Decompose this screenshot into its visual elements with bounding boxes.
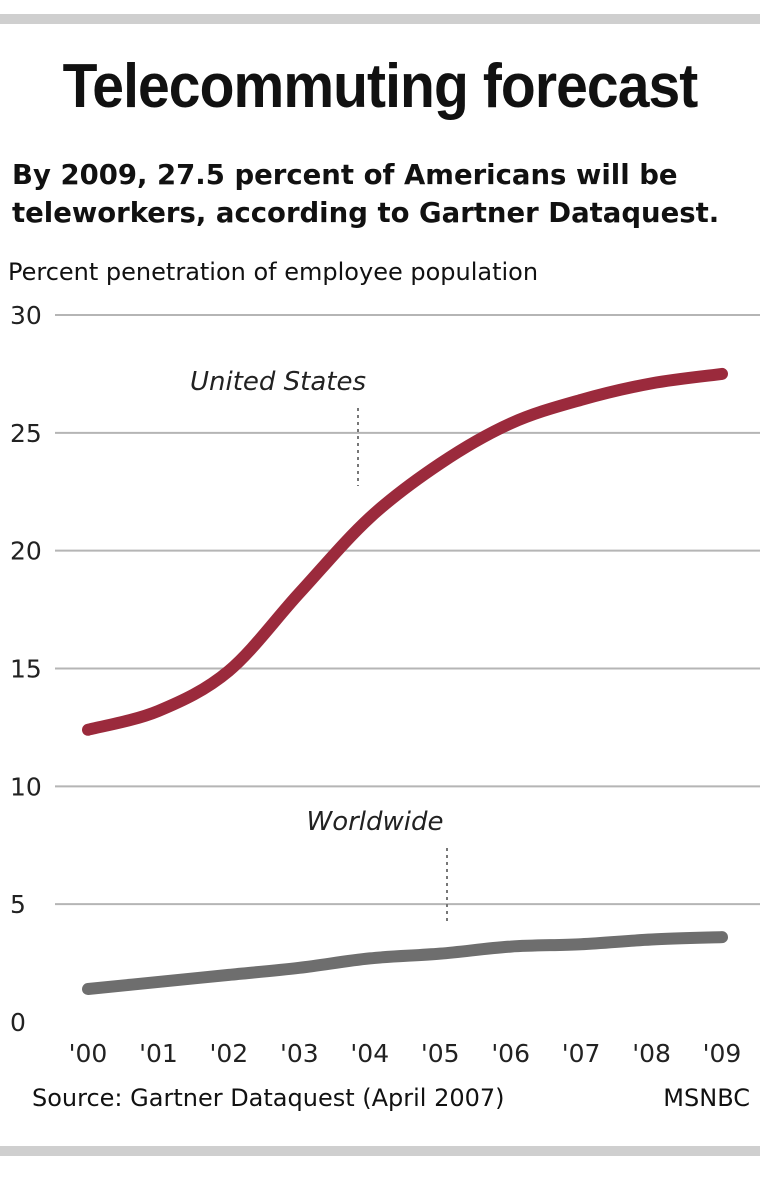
y-tick-label-30: 30 <box>10 301 42 330</box>
source-note: Source: Gartner Dataquest (April 2007) <box>32 1084 505 1112</box>
series-line-united-states <box>82 367 728 736</box>
series-labels: United States Worldwide <box>190 367 444 837</box>
y-tick-label-0: 0 <box>10 1008 26 1037</box>
y-tick-label-10: 10 <box>10 772 42 801</box>
x-tick-label: '00 <box>69 1039 108 1068</box>
x-tick-label: '09 <box>703 1039 742 1068</box>
bottom-rule <box>0 1146 760 1156</box>
x-tick-label: '07 <box>562 1039 601 1068</box>
x-tick-labels: '00 '01 '02 '03 '04 '05 '06 '07 '08 '09 <box>69 1039 742 1068</box>
credit-note: MSNBC <box>663 1084 750 1112</box>
series-label-leaders <box>357 408 448 922</box>
line-chart: 0 5 10 15 20 25 30 '00 '01 '02 '03 '04 '05 '06 '07 '08… <box>10 301 760 1068</box>
x-tick-label: '06 <box>491 1039 530 1068</box>
series-lines <box>82 367 728 996</box>
subtitle-line-1: By 2009, 27.5 percent of Americans will … <box>12 159 678 191</box>
x-tick-label: '02 <box>210 1039 249 1068</box>
x-tick-label: '03 <box>280 1039 319 1068</box>
y-tick-label-20: 20 <box>10 537 42 566</box>
chart-subtitle: By 2009, 27.5 percent of Americans will … <box>12 156 760 232</box>
subtitle-line-2: teleworkers, according to Gartner Dataqu… <box>12 197 720 229</box>
y-tick-label-25: 25 <box>10 419 42 448</box>
series-label-worldwide: Worldwide <box>306 807 443 837</box>
x-tick-label: '05 <box>421 1039 460 1068</box>
y-tick-labels: 0 5 10 15 20 25 30 <box>10 301 42 1037</box>
x-tick-label: '08 <box>632 1039 671 1068</box>
series-label-united-states: United States <box>190 367 366 397</box>
y-tick-label-15: 15 <box>10 655 42 684</box>
top-rule <box>0 14 760 24</box>
chart-title: Telecommuting forecast <box>62 52 699 121</box>
series-line-worldwide <box>82 931 728 996</box>
y-tick-label-5: 5 <box>10 890 26 919</box>
y-axis-label: Percent penetration of employee populati… <box>8 258 539 286</box>
gridlines <box>55 314 760 906</box>
x-tick-label: '04 <box>350 1039 389 1068</box>
x-tick-label: '01 <box>139 1039 178 1068</box>
